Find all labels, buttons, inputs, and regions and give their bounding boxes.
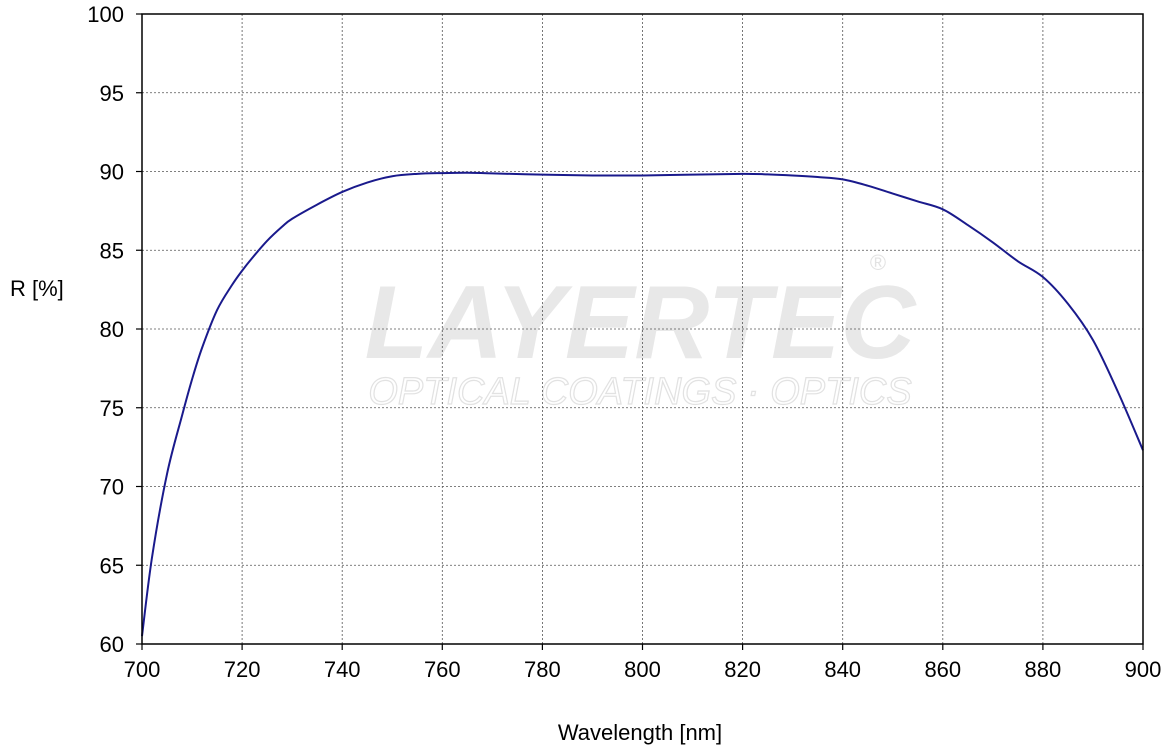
y-tick-label: 60 (100, 632, 124, 657)
x-tick-label: 860 (924, 657, 961, 682)
x-tick-label: 880 (1025, 657, 1062, 682)
y-tick-label: 65 (100, 553, 124, 578)
y-tick-label: 70 (100, 475, 124, 500)
x-tick-label: 820 (724, 657, 761, 682)
y-tick-label: 95 (100, 81, 124, 106)
x-tick-label: 740 (324, 657, 361, 682)
watermark-registered: ® (870, 250, 886, 275)
x-tick-label: 840 (824, 657, 861, 682)
watermark-brand: LAYERTEC (365, 265, 918, 381)
x-tick-label: 720 (224, 657, 261, 682)
y-tick-label: 90 (100, 160, 124, 185)
x-tick-label: 800 (624, 657, 661, 682)
watermark-tagline: OPTICAL COATINGS · OPTICS (368, 371, 911, 413)
y-axis-title: R [%] (10, 276, 64, 301)
x-tick-labels: 700 720 740 760 780 800 820 840 860 880 900 (124, 657, 1162, 682)
y-tick-label: 85 (100, 238, 124, 263)
x-tick-label: 700 (124, 657, 161, 682)
x-axis-title: Wavelength [nm] (558, 720, 722, 745)
axis-ticks (136, 13, 1144, 650)
x-tick-label: 900 (1125, 657, 1162, 682)
series-layer (141, 171, 1144, 637)
series-line (141, 171, 1144, 637)
x-tick-label: 780 (524, 657, 561, 682)
watermark-logo: LAYERTEC ® OPTICAL COATINGS · OPTICS (365, 250, 918, 414)
x-tick-label: 760 (424, 657, 461, 682)
y-tick-labels: 60 65 70 75 80 85 90 95 100 (87, 2, 124, 657)
grid-lines (142, 14, 1143, 644)
y-tick-label: 75 (100, 396, 124, 421)
y-tick-label: 80 (100, 317, 124, 342)
y-tick-label: 100 (87, 2, 124, 27)
